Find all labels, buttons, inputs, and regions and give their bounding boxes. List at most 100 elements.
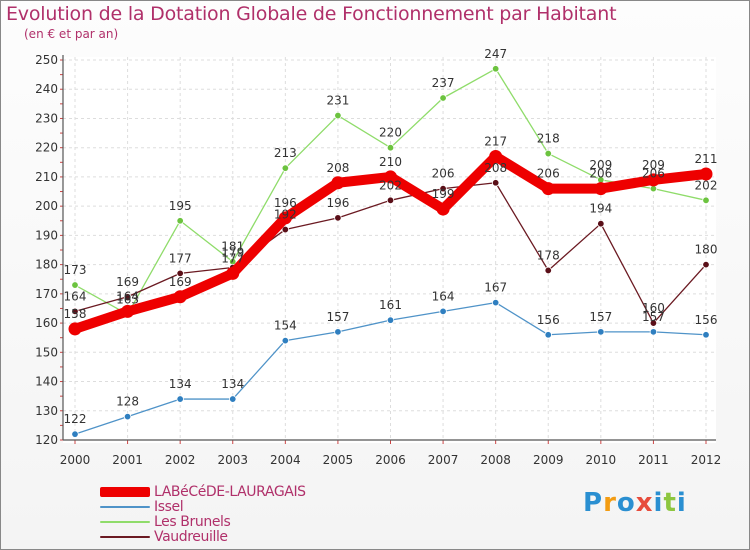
plot-area (63, 57, 716, 443)
data-label-vaudreuille: 194 (589, 202, 612, 216)
x-tick-label: 2009 (533, 453, 564, 467)
data-label-lab-c-de-lauragais: 211 (695, 152, 718, 166)
data-label-vaudreuille: 206 (432, 167, 455, 181)
legend-item-les-brunels: Les Brunels (100, 514, 306, 530)
data-label-vaudreuille: 169 (116, 275, 139, 289)
data-point-les-brunels (176, 217, 184, 225)
data-point-lab-c-de-lauragais (594, 182, 608, 196)
data-point-lab-c-de-lauragais (436, 202, 450, 216)
legend-swatch (100, 505, 150, 508)
data-point-lab-c-de-lauragais (173, 290, 187, 304)
chart-title: Evolution de la Dotation Globale de Fonc… (6, 3, 617, 25)
data-point-vaudreuille (597, 219, 605, 228)
chart-legend: LABéCéDE-LAURAGAIS Issel Les Brunels Vaudre… (100, 483, 306, 545)
data-label-vaudreuille: 180 (695, 243, 718, 257)
x-tick-label: 2011 (638, 453, 669, 467)
data-point-issel (702, 331, 710, 339)
data-label-lab-c-de-lauragais: 209 (642, 158, 665, 172)
legend-item-vaudreuille: Vaudreuille (100, 528, 306, 545)
data-label-vaudreuille: 202 (379, 178, 402, 192)
legend-label: Issel (154, 498, 184, 515)
data-label-issel: 167 (484, 281, 507, 295)
x-tick-label: 2002 (165, 453, 196, 467)
data-label-les-brunels: 173 (64, 263, 87, 277)
data-label-vaudreuille: 192 (274, 208, 297, 222)
data-label-issel: 157 (326, 310, 349, 324)
data-label-les-brunels: 213 (274, 146, 297, 160)
data-point-vaudreuille (176, 269, 184, 278)
y-tick-label: 170 (35, 287, 58, 301)
data-point-lab-c-de-lauragais (699, 167, 713, 181)
logo-letter: P (583, 488, 604, 518)
y-tick-label: 240 (35, 82, 58, 96)
data-label-issel: 157 (589, 310, 612, 324)
data-point-lab-c-de-lauragais (646, 173, 660, 187)
legend-swatch (100, 535, 150, 538)
legend-swatch (100, 486, 150, 497)
data-point-vaudreuille (491, 179, 500, 187)
legend-label: Vaudreuille (154, 528, 228, 545)
data-label-lab-c-de-lauragais: 206 (589, 167, 612, 181)
y-tick-label: 250 (35, 53, 58, 67)
data-point-les-brunels (281, 164, 290, 172)
data-label-vaudreuille: 179 (221, 246, 244, 260)
logo-letter: x (635, 488, 654, 518)
proxiti-logo: Proxiti (583, 488, 687, 518)
data-point-issel (386, 316, 395, 324)
data-point-les-brunels (386, 143, 395, 152)
logo-letter: r (603, 488, 617, 518)
data-point-vaudreuille (649, 319, 658, 327)
data-label-lab-c-de-lauragais: 199 (432, 187, 455, 201)
data-label-lab-c-de-lauragais: 164 (116, 289, 139, 303)
y-tick-label: 210 (35, 170, 58, 184)
y-tick-label: 120 (35, 433, 58, 447)
data-point-lab-c-de-lauragais (278, 211, 292, 225)
data-label-issel: 134 (221, 377, 244, 391)
data-label-les-brunels: 218 (537, 132, 560, 146)
y-tick-label: 130 (35, 404, 58, 418)
data-label-vaudreuille: 164 (64, 289, 87, 303)
data-point-issel (544, 331, 552, 339)
data-point-issel (597, 328, 605, 336)
data-label-les-brunels: 206 (642, 167, 665, 181)
x-tick-label: 2005 (323, 453, 354, 467)
data-label-lab-c-de-lauragais: 177 (221, 251, 244, 265)
data-label-les-brunels: 209 (589, 158, 612, 172)
data-label-les-brunels: 202 (695, 178, 718, 192)
chart-subtitle: (en € et par an) (24, 27, 119, 41)
data-label-les-brunels: 237 (432, 76, 455, 90)
data-point-issel (123, 412, 132, 421)
data-label-lab-c-de-lauragais: 196 (274, 196, 297, 210)
data-label-lab-c-de-lauragais: 158 (64, 307, 87, 321)
data-point-issel (176, 395, 184, 403)
data-label-lab-c-de-lauragais: 206 (537, 167, 560, 181)
data-point-lab-c-de-lauragais (121, 304, 135, 318)
legend-label: LABéCéDE-LAURAGAIS (154, 483, 306, 500)
data-label-les-brunels: 247 (484, 47, 507, 61)
data-point-issel (71, 430, 79, 438)
legend-swatch (100, 520, 150, 523)
data-label-les-brunels: 195 (169, 199, 192, 213)
x-tick-label: 2004 (270, 453, 301, 467)
data-label-vaudreuille: 177 (169, 251, 192, 265)
data-point-vaudreuille (281, 225, 290, 234)
data-label-les-brunels: 181 (221, 240, 244, 254)
data-point-issel (281, 336, 290, 345)
data-point-vaudreuille (71, 307, 79, 316)
y-tick-label: 140 (35, 375, 58, 389)
x-tick-label: 2003 (217, 453, 248, 467)
data-point-les-brunels (334, 111, 342, 120)
y-tick-label: 230 (35, 111, 58, 125)
data-point-issel (439, 307, 447, 316)
data-point-vaudreuille (702, 260, 710, 269)
data-point-lab-c-de-lauragais (489, 149, 503, 163)
data-label-les-brunels: 220 (379, 126, 402, 140)
y-tick-label: 150 (35, 345, 58, 359)
data-label-les-brunels: 163 (116, 292, 139, 306)
logo-letter: o (616, 488, 636, 518)
data-label-vaudreuille: 178 (537, 248, 560, 262)
data-point-issel (334, 328, 342, 336)
x-tick-label: 2007 (428, 453, 459, 467)
logo-letter: i (653, 488, 664, 518)
